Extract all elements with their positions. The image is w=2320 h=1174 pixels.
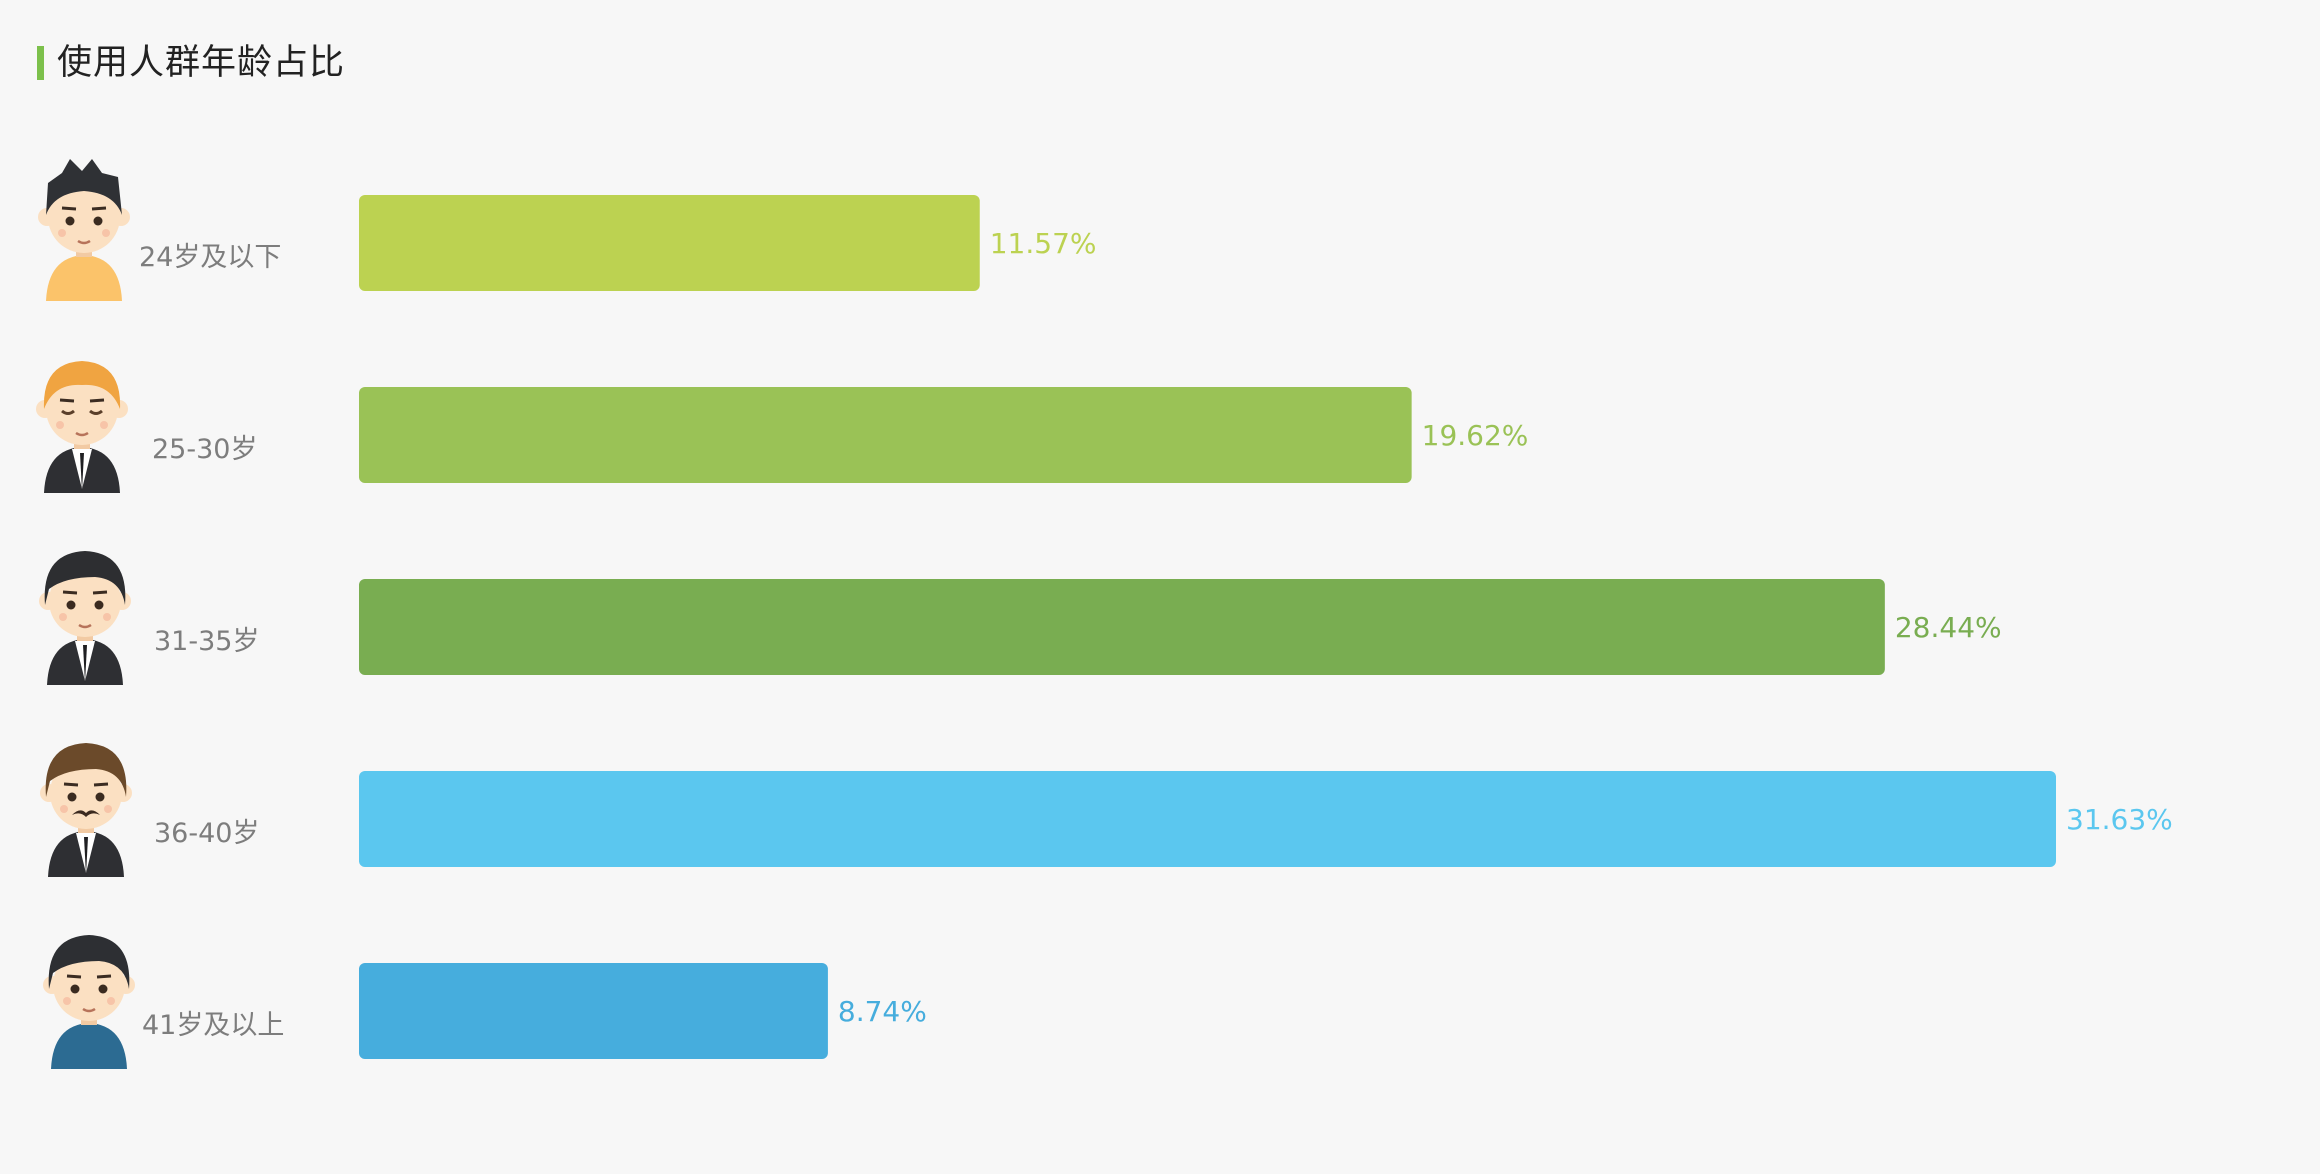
value-label-4: 31.63% bbox=[2066, 803, 2173, 836]
age-label-5: 41岁及以上 bbox=[142, 1010, 284, 1041]
value-label-3: 28.44% bbox=[1895, 611, 2002, 644]
bar-1 bbox=[359, 195, 980, 291]
bar-5 bbox=[359, 963, 828, 1059]
age-label-4: 36-40岁 bbox=[154, 818, 259, 849]
chart-title-text: 使用人群年龄占比 bbox=[57, 43, 346, 83]
age-label-2: 25-30岁 bbox=[152, 434, 257, 465]
young-boy-yellow-shirt-icon bbox=[38, 159, 130, 301]
value-label-5: 8.74% bbox=[838, 995, 927, 1028]
chart-title: 使用人群年龄占比 bbox=[37, 40, 345, 86]
orange-hair-man-suit-icon bbox=[36, 361, 128, 493]
mustache-man-suit-icon bbox=[40, 743, 132, 877]
value-label-2: 19.62% bbox=[1422, 419, 1529, 452]
bar-4 bbox=[359, 771, 2056, 867]
value-label-1: 11.57% bbox=[990, 227, 1097, 260]
age-label-1: 24岁及以下 bbox=[139, 242, 281, 273]
title-accent-bar bbox=[37, 46, 44, 80]
black-hair-man-suit-icon bbox=[39, 551, 131, 685]
bar-2 bbox=[359, 387, 1412, 483]
bar-3 bbox=[359, 579, 1885, 675]
older-man-blue-shirt-icon bbox=[43, 935, 135, 1069]
age-label-3: 31-35岁 bbox=[154, 626, 259, 657]
